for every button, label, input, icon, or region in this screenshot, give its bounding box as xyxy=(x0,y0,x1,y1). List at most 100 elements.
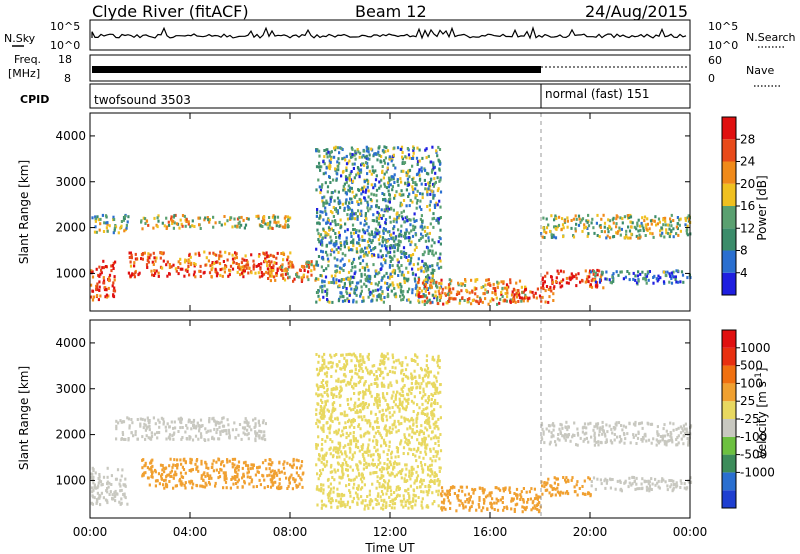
echo-cell xyxy=(367,225,370,229)
echo-cell xyxy=(435,280,438,284)
echo-cell xyxy=(363,361,366,364)
echo-cell xyxy=(378,410,381,414)
echo-cell xyxy=(428,468,431,472)
echo-cell xyxy=(258,478,261,482)
echo-cell xyxy=(542,216,545,220)
echo-cell xyxy=(94,215,97,219)
echo-cell xyxy=(392,163,395,167)
echo-cell xyxy=(423,442,426,446)
echo-cell xyxy=(104,286,107,290)
echo-cell xyxy=(468,297,471,301)
echo-cell xyxy=(390,207,393,211)
echo-cell xyxy=(374,233,377,237)
echo-cell xyxy=(402,246,406,250)
echo-cell xyxy=(326,493,329,497)
echo-cell xyxy=(307,265,311,269)
echo-cell xyxy=(333,256,336,260)
echo-cell xyxy=(334,220,337,224)
noise-panel: N.Sky 10^5 10^0 10^5 10^0 N.Search xyxy=(4,19,796,52)
echo-cell xyxy=(286,487,289,490)
echo-cell xyxy=(407,195,410,198)
echo-cell xyxy=(340,244,343,247)
echo-cell xyxy=(218,220,221,224)
echo-cell xyxy=(403,220,406,224)
echo-cell xyxy=(414,286,417,290)
echo-cell xyxy=(339,504,342,508)
echo-cell xyxy=(323,464,327,468)
echo-cell xyxy=(337,164,340,168)
echo-cell xyxy=(339,295,342,299)
echo-cell xyxy=(377,293,380,297)
echo-cell xyxy=(301,278,304,282)
echo-cell xyxy=(195,424,198,428)
echo-cell xyxy=(428,276,431,280)
echo-cell xyxy=(328,175,331,179)
echo-cell xyxy=(400,145,404,149)
echo-cell xyxy=(211,462,214,466)
echo-cell xyxy=(326,185,330,189)
echo-cell xyxy=(400,189,403,193)
echo-cell xyxy=(439,259,442,263)
echo-cell xyxy=(275,274,278,277)
echo-cell xyxy=(653,219,656,223)
echo-cell xyxy=(421,470,424,474)
echo-cell xyxy=(360,209,363,213)
echo-cell xyxy=(323,414,326,418)
echo-cell xyxy=(349,240,353,244)
echo-cell xyxy=(364,403,367,407)
echo-cell xyxy=(359,168,363,172)
echo-cell xyxy=(374,396,377,400)
echo-cell xyxy=(348,478,351,482)
echo-cell xyxy=(545,285,549,288)
echo-cell xyxy=(587,213,590,217)
echo-cell xyxy=(418,406,421,410)
echo-cell xyxy=(396,450,399,454)
echo-cell xyxy=(338,475,341,479)
echo-cell xyxy=(499,498,502,502)
echo-cell xyxy=(235,252,238,256)
echo-cell xyxy=(473,286,476,290)
echo-cell xyxy=(351,280,354,284)
echo-cell xyxy=(337,251,340,254)
echo-cell xyxy=(566,225,569,229)
echo-cell xyxy=(494,292,497,296)
echo-cell xyxy=(416,403,419,407)
echo-cell xyxy=(391,370,394,374)
echo-cell xyxy=(378,230,381,234)
echo-cell xyxy=(173,214,176,218)
echo-cell xyxy=(320,442,324,446)
echo-cell xyxy=(339,247,342,251)
echo-cell xyxy=(437,504,440,508)
echo-cell xyxy=(389,500,392,503)
echo-cell xyxy=(370,241,373,245)
echo-cell xyxy=(90,475,93,479)
echo-cell xyxy=(404,181,407,185)
echo-cell xyxy=(484,283,487,287)
echo-cell xyxy=(377,253,380,257)
echo-cell xyxy=(626,270,629,273)
echo-cell xyxy=(349,213,352,216)
echo-cell xyxy=(216,428,219,431)
echo-cell xyxy=(93,496,96,500)
echo-cell xyxy=(432,166,435,170)
echo-cell xyxy=(511,300,515,303)
echo-cell xyxy=(241,466,244,470)
echo-cell xyxy=(436,452,439,456)
echo-cell xyxy=(652,235,655,239)
echo-cell xyxy=(355,475,358,479)
echo-cell xyxy=(617,230,620,234)
echo-cell xyxy=(329,181,332,184)
echo-cell xyxy=(386,352,389,356)
echo-cell xyxy=(152,263,155,266)
echo-cell xyxy=(403,234,406,238)
echo-cell xyxy=(98,280,101,284)
echo-cell xyxy=(412,489,416,493)
echo-cell xyxy=(436,285,439,289)
echo-cell xyxy=(565,281,568,285)
echo-cell xyxy=(428,231,431,235)
echo-cell xyxy=(413,212,416,216)
echo-cell xyxy=(354,437,357,441)
echo-cell xyxy=(379,374,382,377)
echo-cell xyxy=(388,276,391,280)
echo-cell xyxy=(468,508,471,512)
